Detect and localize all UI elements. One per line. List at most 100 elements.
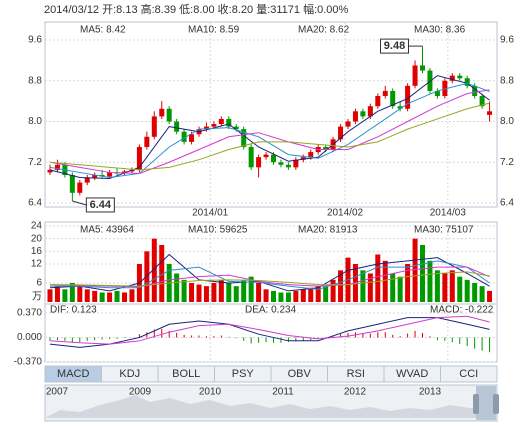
candle-body <box>151 116 157 137</box>
candle-body <box>397 106 403 109</box>
candle-body <box>54 164 60 170</box>
tab-label[interactable]: BOLL <box>172 368 200 380</box>
volume-bar <box>114 290 120 302</box>
tab-label[interactable]: CCI <box>459 368 478 380</box>
volume-bar <box>248 276 254 302</box>
volume-bar <box>479 286 485 302</box>
volume-bar <box>211 283 217 302</box>
candle-body <box>405 85 411 109</box>
volume-bar <box>338 270 344 302</box>
candle-body <box>420 65 425 71</box>
candle-body <box>159 108 165 117</box>
volume-bar <box>382 260 388 302</box>
volume-bar <box>107 292 113 302</box>
candle-body <box>285 164 291 168</box>
volume-bar <box>263 289 269 302</box>
volume-bar <box>315 286 321 302</box>
volume-bar <box>278 292 284 302</box>
volume-bar <box>442 273 448 302</box>
legend-entry: MA5: 8.42 <box>80 25 126 36</box>
candle-body <box>218 118 224 125</box>
legend-entry: DEA: 0.234 <box>245 305 297 316</box>
volume-bar <box>62 289 68 302</box>
candle-body <box>189 134 195 142</box>
annotation: 6.44 <box>90 199 112 211</box>
volume-bar <box>390 273 396 302</box>
volume-bar <box>77 286 83 302</box>
volume-bar <box>375 254 381 302</box>
y-tick-label: 7.2 <box>28 157 42 168</box>
candle-body <box>308 152 314 158</box>
candle-body <box>69 174 75 193</box>
volume-bar <box>84 289 90 302</box>
volume-bar <box>360 270 366 302</box>
timeline-year: 2010 <box>199 387 222 398</box>
volume-bar <box>69 283 75 302</box>
y-tick-label: -0.370 <box>14 357 43 368</box>
tab-label[interactable]: PSY <box>232 368 255 380</box>
candle-body <box>345 121 351 127</box>
legend-entry: MA20: 81913 <box>298 225 358 236</box>
volume-bar <box>412 238 418 302</box>
y-tick-label-right: 8.8 <box>500 75 514 86</box>
candle-body <box>136 146 142 170</box>
volume-bar <box>464 279 470 302</box>
tab-label[interactable]: OBV <box>288 368 312 380</box>
timeline-window[interactable] <box>476 386 496 420</box>
candle-body <box>472 85 478 97</box>
ma-line <box>49 271 490 287</box>
candle-body <box>263 154 269 158</box>
volume-bar <box>54 286 60 302</box>
ma-line <box>50 260 490 290</box>
volume-bar <box>487 290 493 302</box>
volume-bar <box>472 283 478 302</box>
y-tick-label: 9.6 <box>28 35 42 46</box>
volume-bar <box>427 260 433 302</box>
candle-body <box>174 121 180 132</box>
y-tick-label: 6.4 <box>28 198 42 209</box>
candle-body <box>233 126 239 130</box>
candle-body <box>248 146 254 168</box>
x-tick-label: 2014/01 <box>192 208 229 219</box>
x-tick-label: 2014/02 <box>327 208 364 219</box>
y-tick-label-right: 7.2 <box>500 157 514 168</box>
candle-body <box>390 90 396 107</box>
y-tick-label: 20 <box>31 233 43 244</box>
candle-body <box>382 90 388 97</box>
tab-label[interactable]: WVAD <box>396 368 428 380</box>
candle-body <box>84 177 90 183</box>
volume-bar <box>256 283 262 302</box>
tab-label[interactable]: MACD <box>57 368 89 380</box>
y-tick-label: 6 <box>36 278 42 289</box>
volume-bar <box>122 292 127 302</box>
candle-body <box>427 70 433 91</box>
timeline-handle[interactable] <box>493 394 499 414</box>
volume-bar <box>226 283 232 302</box>
y-tick-label-right: 9.6 <box>500 35 514 46</box>
tab-label[interactable]: RSI <box>347 368 365 380</box>
candle-body <box>449 75 455 81</box>
tab[interactable] <box>440 365 498 383</box>
candle-body <box>457 75 463 79</box>
legend-entry: MA20: 8.62 <box>298 25 350 36</box>
ma-line <box>49 75 490 180</box>
candle-body <box>211 124 217 127</box>
candle-body <box>77 182 83 193</box>
volume-unit: 万 <box>32 292 42 303</box>
tab-label[interactable]: KDJ <box>119 368 140 380</box>
timeline-handle[interactable] <box>473 394 479 414</box>
candle-body <box>278 162 284 165</box>
volume-bar <box>181 279 187 302</box>
candle-body <box>323 146 329 150</box>
price-panel <box>44 21 498 208</box>
candle-body <box>181 131 187 142</box>
candle-body <box>271 154 276 163</box>
volume-bar <box>174 273 180 302</box>
candle-body <box>367 106 373 117</box>
y-tick-label: 24 <box>31 221 43 232</box>
volume-bar <box>271 290 276 302</box>
volume-bar <box>285 292 291 302</box>
y-tick-label: 0.370 <box>17 308 42 319</box>
ma-line <box>49 102 490 171</box>
